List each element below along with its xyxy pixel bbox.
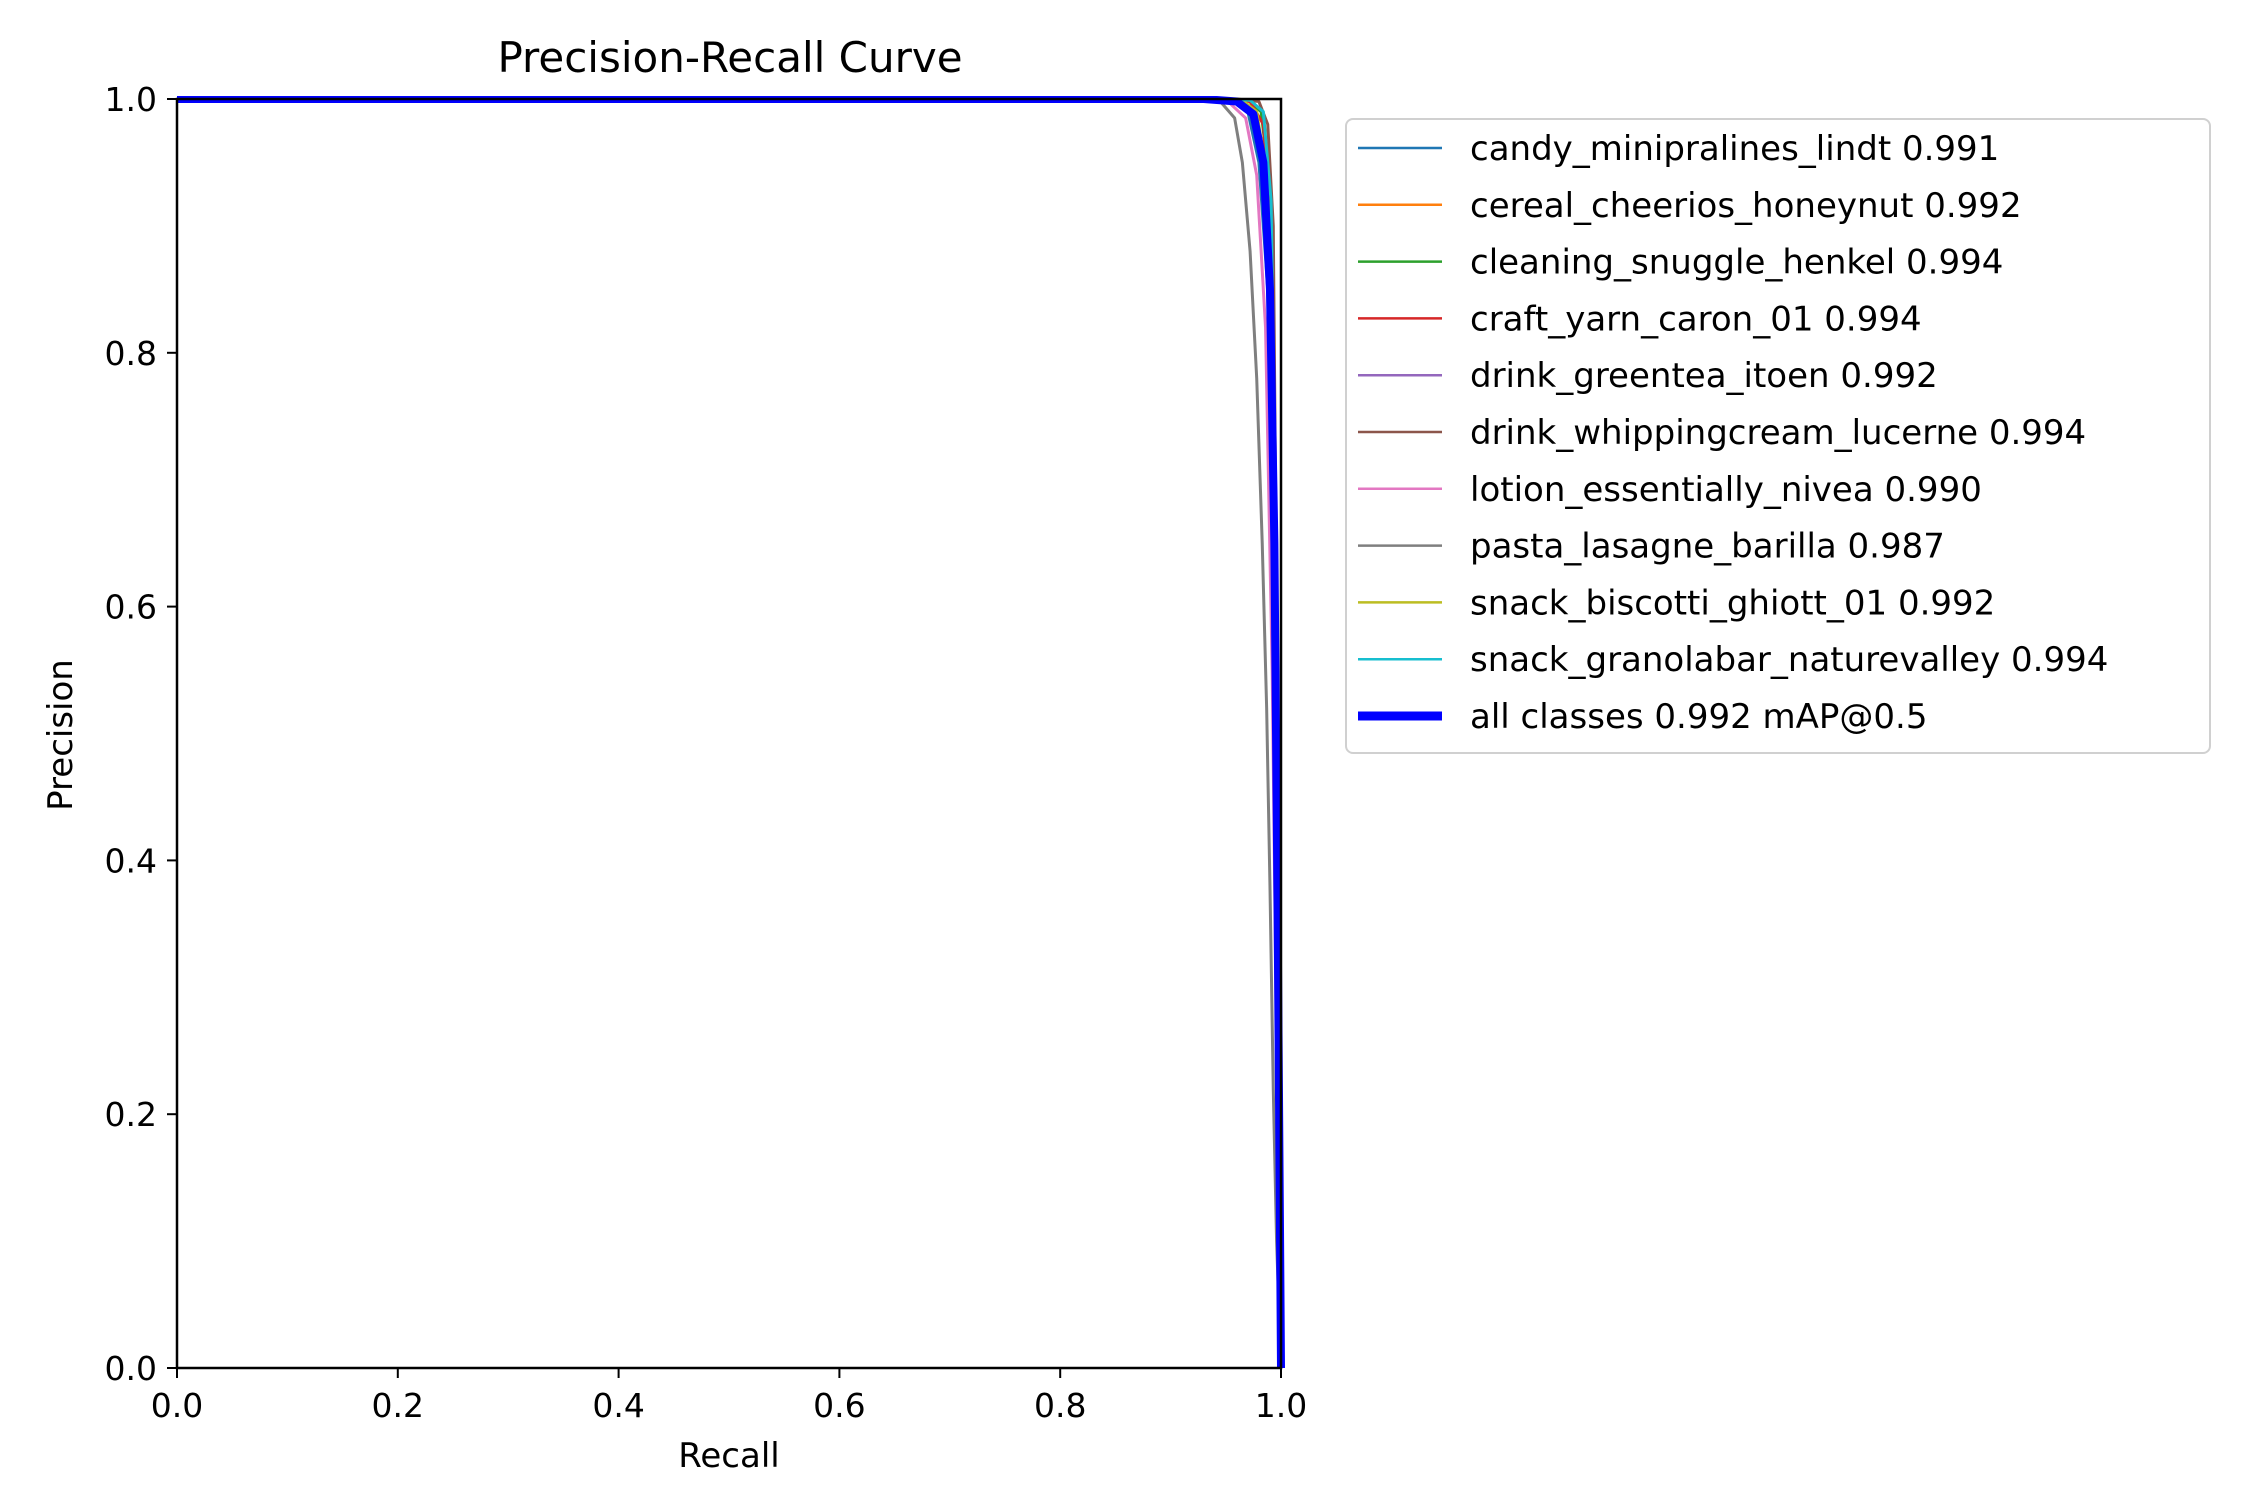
- x-axis-label: Recall: [678, 1436, 779, 1476]
- x-tick-label: 0.2: [372, 1386, 424, 1425]
- legend-label: snack_granolabar_naturevalley 0.994: [1470, 640, 2108, 680]
- legend-box: [1345, 118, 2211, 754]
- series-line-10: [177, 96, 1285, 1369]
- legend-label: pasta_lasagne_barilla 0.987: [1470, 527, 1945, 567]
- axes-frame: [175, 97, 1283, 1370]
- legend-label: craft_yarn_caron_01 0.994: [1470, 299, 1922, 339]
- y-axis-label: Precision: [41, 659, 81, 811]
- legend-label: all classes 0.992 mAP@0.5: [1470, 697, 1927, 737]
- y-tick-label: 0.8: [105, 334, 157, 373]
- legend-entries: candy_minipralines_lindt 0.991 cereal_che…: [1358, 129, 2108, 737]
- y-tick-label: 0.4: [105, 841, 157, 880]
- x-axis-ticks: 0.0 0.2 0.4 0.6 0.8 1.0: [151, 1368, 1307, 1425]
- legend: candy_minipralines_lindt 0.991 cereal_che…: [1345, 118, 2211, 754]
- legend-label: cleaning_snuggle_henkel 0.994: [1470, 243, 2003, 283]
- y-axis-ticks: 0.0 0.2 0.4 0.6 0.8 1.0: [105, 80, 177, 1388]
- legend-label: candy_minipralines_lindt 0.991: [1470, 129, 1999, 169]
- x-tick-label: 1.0: [1255, 1386, 1307, 1425]
- x-tick-label: 0.4: [592, 1386, 644, 1425]
- chart-title: Precision-Recall Curve: [497, 33, 962, 82]
- legend-label: cereal_cheerios_honeynut 0.992: [1470, 186, 2022, 226]
- legend-label: lotion_essentially_nivea 0.990: [1470, 470, 1982, 510]
- legend-label: snack_biscotti_ghiott_01 0.992: [1470, 583, 1995, 623]
- legend-label: drink_greentea_itoen 0.992: [1470, 356, 1938, 396]
- x-tick-label: 0.6: [813, 1386, 865, 1425]
- plot-area: [175, 96, 1285, 1370]
- y-tick-label: 0.2: [105, 1095, 157, 1134]
- legend-label: drink_whippingcream_lucerne 0.994: [1470, 413, 2086, 453]
- x-tick-label: 0.8: [1034, 1386, 1086, 1425]
- y-tick-label: 0.6: [105, 588, 157, 627]
- y-tick-label: 0.0: [105, 1349, 157, 1388]
- x-tick-label: 0.0: [151, 1386, 203, 1425]
- y-tick-label: 1.0: [105, 80, 157, 119]
